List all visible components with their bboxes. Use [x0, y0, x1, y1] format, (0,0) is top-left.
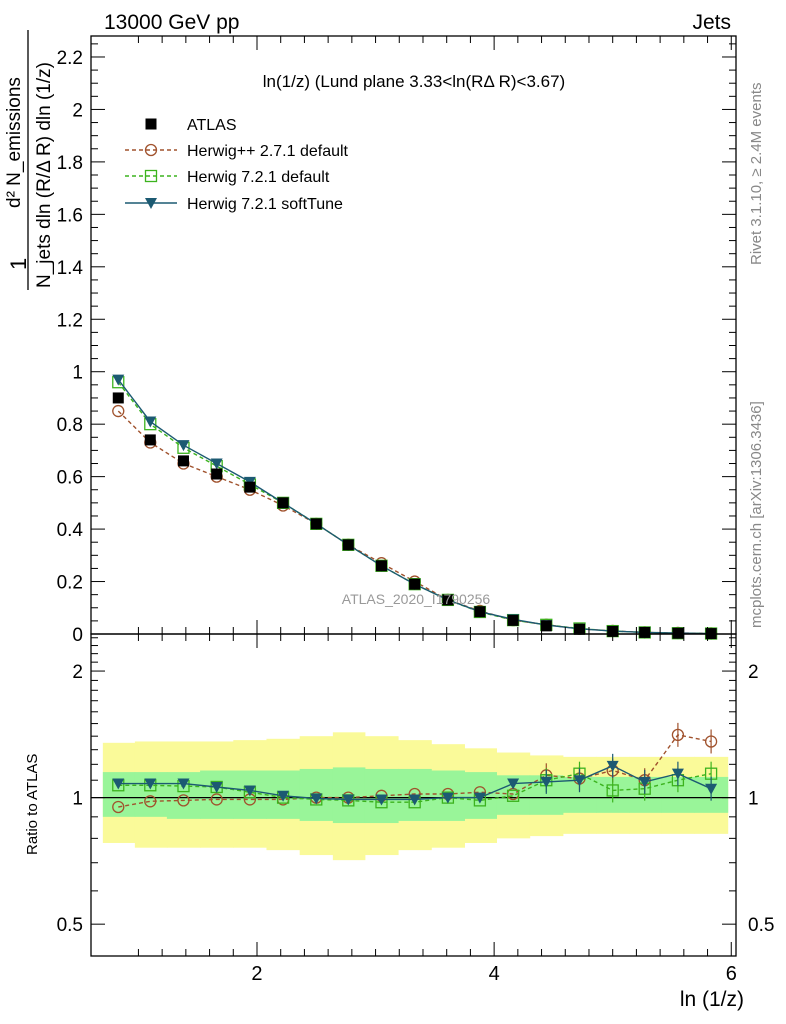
main-y-axis-label: 1 d² N_emissions N_jets dln (R/Δ R) dln …: [4, 30, 55, 290]
ratio-point-herwig-7-2-1-softtune: [310, 793, 323, 805]
legend-label-herwig-7-2-1-default: Herwig 7.2.1 default: [187, 169, 330, 186]
ratio-point-herwig-7-2-1-softtune: [638, 776, 651, 788]
ratio-point-herwig-7-2-1-softtune: [441, 792, 454, 804]
ratio-point-herwig-2-7-1-default: [671, 728, 685, 742]
ratio-series-group: [112, 722, 718, 814]
ratio-point-herwig-7-2-1-softtune: [342, 794, 355, 806]
main-point-atlas: [342, 539, 354, 551]
ratio-point-herwig-7-2-1-softtune: [210, 781, 223, 793]
main-y-tick-label: 0.8: [57, 415, 83, 436]
ratio-y-tick-label-left: 2: [72, 662, 83, 683]
x-tick-label: 6: [726, 963, 737, 985]
ylabel-one: 1: [6, 258, 31, 270]
ratio-point-herwig-2-7-1-default: [177, 794, 190, 807]
ratio-point-herwig-7-2-1-softtune: [243, 785, 256, 797]
ratio-point-herwig-7-2-1-softtune: [573, 775, 586, 787]
main-y-tick-label: 1.6: [57, 205, 83, 226]
ratio-point-herwig-2-7-1-default: [210, 793, 223, 806]
main-y-tick-label: 0.2: [57, 573, 83, 594]
rivet-label: Rivet 3.1.10, ≥ 2.4M events: [748, 83, 765, 266]
ratio-frame: [90, 633, 737, 957]
ratio-point-herwig-2-7-1-default: [704, 735, 718, 748]
main-y-tick-label: 0.4: [57, 520, 84, 541]
ratio-y-tick-label-left: 0.5: [57, 915, 83, 936]
main-point-atlas: [310, 518, 322, 530]
mcplots-label: mcplots.cern.ch [arXiv:1306.3436]: [748, 401, 765, 628]
header-right: Jets: [692, 11, 731, 34]
main-point-atlas: [144, 434, 156, 446]
main-y-tick-label: 2.2: [57, 48, 83, 69]
main-point-atlas: [177, 455, 189, 467]
main-point-atlas: [277, 497, 289, 509]
x-tick-label: 2: [251, 963, 262, 985]
legend-label-herwig-7-2-1-softtune: Herwig 7.2.1 softTune: [187, 196, 343, 213]
plot-title: ln(1/z) (Lund plane 3.33<ln(RΔ R)<3.67): [263, 72, 565, 91]
legend: ATLAS Herwig++ 2.7.1 default Herwig 7.2.1 …: [125, 117, 349, 213]
ratio-y-axis-label: Ratio to ATLAS: [24, 754, 41, 855]
main-y-tick-label: 1.4: [57, 258, 84, 279]
ratio-point-herwig-7-2-1-softtune: [507, 778, 520, 790]
legend-label-atlas: ATLAS: [187, 117, 237, 134]
main-point-atlas: [639, 626, 651, 638]
legend-label-herwig-2-7-1-default: Herwig++ 2.7.1 default: [187, 143, 349, 160]
ratio-point-herwig-7-2-1-softtune: [144, 778, 157, 790]
ylabel-numerator: d² N_emissions: [4, 77, 25, 208]
ratio-y-tick-label-right: 0.5: [748, 915, 774, 936]
ratio-point-herwig-7-2-1-softtune: [671, 768, 684, 780]
ratio-point-herwig-7-2-1-softtune: [177, 778, 190, 790]
ratio-point-herwig-7-2-1-default: [606, 784, 619, 797]
main-point-atlas: [540, 620, 552, 632]
ratio-point-herwig-7-2-1-softtune: [375, 794, 388, 806]
ratio-point-herwig-7-2-1-softtune: [606, 760, 619, 772]
main-point-atlas: [112, 392, 124, 404]
axes: 2 4 6 0 0.2 0.4 0.6 0.8 1 1.2 1.4 1.6 1.8 2 2.2 0.5 0.5 1…: [57, 35, 774, 985]
ratio-point-herwig-7-2-1-softtune: [705, 783, 718, 795]
ratio-y-tick-label-right: 1: [748, 789, 759, 810]
ratio-point-herwig-2-7-1-default: [112, 800, 125, 814]
main-point-herwig-2-7-1-default: [112, 404, 125, 418]
ratio-band-inner: [200, 770, 234, 819]
ratio-point-herwig-7-2-1-softtune: [408, 794, 421, 806]
ratio-point-herwig-7-2-1-softtune: [540, 776, 553, 788]
main-point-atlas: [573, 623, 585, 635]
legend-marker-herwig-7-2-1-default: [144, 169, 158, 183]
ratio-point-herwig-7-2-1-softtune: [473, 792, 486, 804]
main-point-herwig-7-2-1-softtune: [210, 458, 223, 470]
legend-marker-atlas: [145, 118, 157, 130]
main-point-herwig-7-2-1-softtune: [112, 374, 125, 386]
ylabel-denominator: N_jets dln (R/Δ R) dln (1/z): [34, 62, 55, 288]
main-point-herwig-7-2-1-softtune: [177, 440, 190, 452]
main-y-tick-label: 0: [72, 625, 83, 646]
main-point-atlas: [244, 481, 256, 493]
ratio-y-tick-label-left: 1: [72, 789, 83, 810]
legend-marker-herwig-2-7-1-default: [144, 143, 158, 157]
x-axis-label: ln (1/z): [680, 988, 744, 1011]
main-y-tick-label: 2: [72, 100, 83, 121]
header-left: 13000 GeV pp: [104, 11, 239, 34]
main-y-tick-label: 1.2: [57, 310, 83, 331]
main-point-herwig-7-2-1-softtune: [144, 416, 157, 428]
ratio-point-herwig-7-2-1-softtune: [277, 790, 290, 802]
x-tick-label: 4: [489, 963, 500, 985]
ratio-line-herwig-2-7-1-default: [118, 734, 712, 808]
ratio-point-herwig-2-7-1-default: [144, 795, 157, 808]
main-point-atlas: [409, 578, 421, 590]
ratio-point-herwig-7-2-1-default: [506, 789, 520, 802]
main-point-atlas: [375, 560, 387, 572]
main-y-tick-label: 1.8: [57, 153, 83, 174]
main-point-atlas: [507, 614, 519, 626]
ratio-point-herwig-7-2-1-softtune: [112, 778, 125, 790]
main-point-atlas: [211, 468, 223, 480]
main-point-atlas: [672, 627, 684, 639]
analysis-watermark: ATLAS_2020_I1790256: [342, 591, 491, 607]
main-y-tick-label: 1: [72, 363, 83, 384]
main-y-tick-label: 0.6: [57, 468, 83, 489]
legend-marker-herwig-7-2-1-softtune: [145, 198, 157, 209]
main-point-atlas: [442, 594, 454, 606]
main-point-atlas: [474, 606, 486, 618]
ratio-y-tick-label-right: 2: [748, 662, 759, 683]
